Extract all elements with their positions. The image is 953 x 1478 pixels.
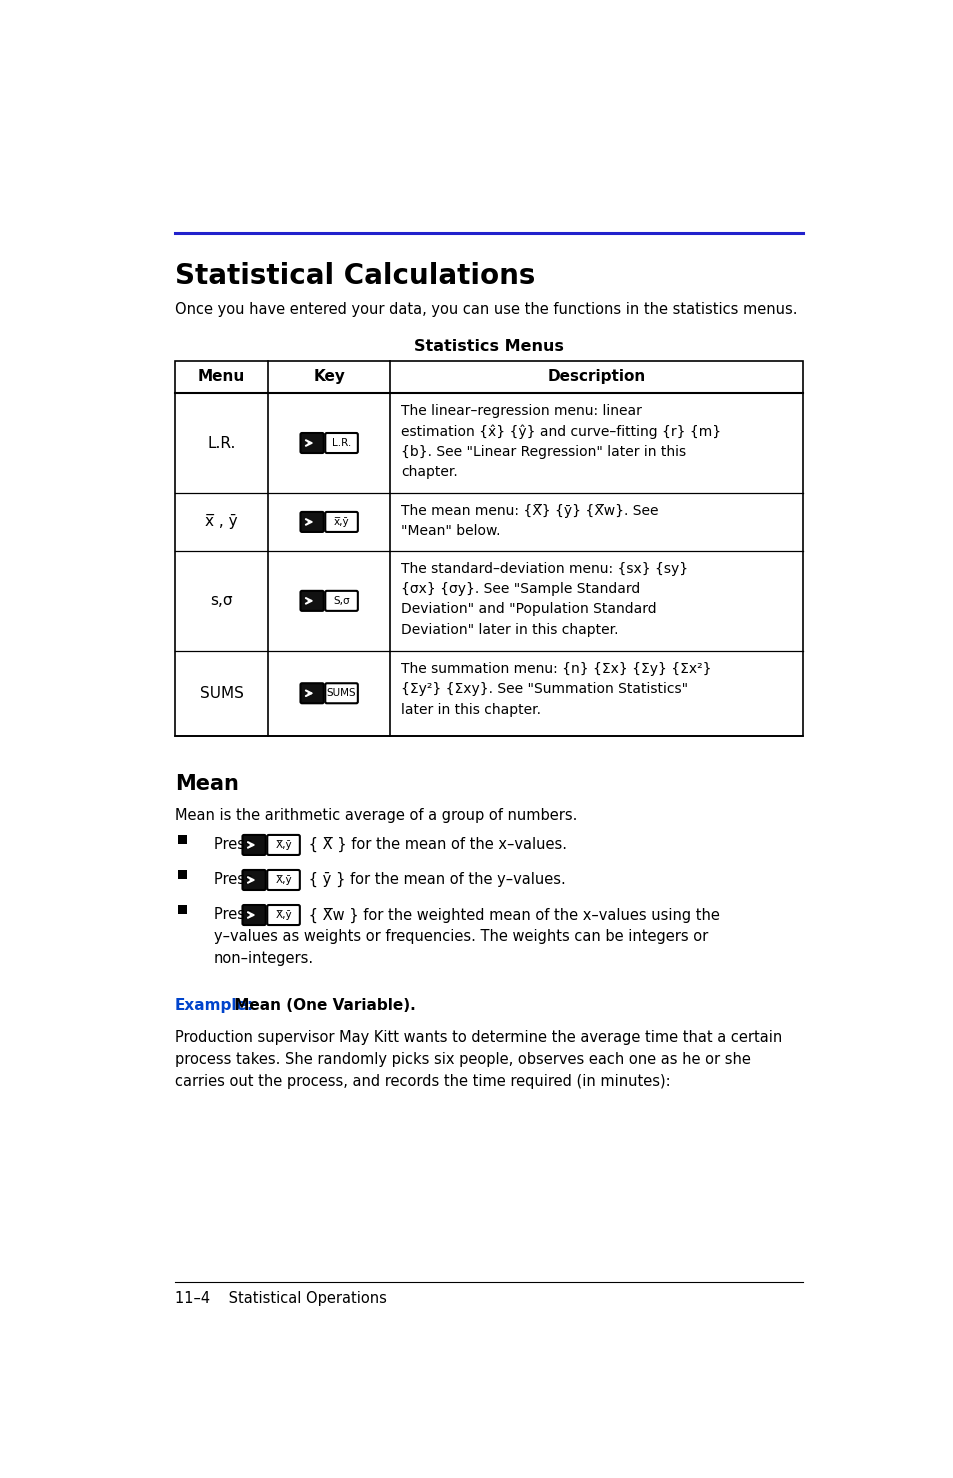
Text: The summation menu: {n} {Σx} {Σy} {Σx²}: The summation menu: {n} {Σx} {Σy} {Σx²} [401,662,711,675]
FancyBboxPatch shape [178,871,187,879]
Text: L.R.: L.R. [332,437,351,448]
Text: later in this chapter.: later in this chapter. [401,702,540,717]
FancyBboxPatch shape [242,905,266,925]
Text: carries out the process, and records the time required (in minutes):: carries out the process, and records the… [174,1075,670,1089]
FancyBboxPatch shape [300,511,323,532]
Text: "Mean" below.: "Mean" below. [401,525,500,538]
Text: Description: Description [547,370,645,384]
FancyBboxPatch shape [242,871,266,890]
Text: {σx} {σy}. See "Sample Standard: {σx} {σy}. See "Sample Standard [401,582,639,596]
Text: { X̅w } for the weighted mean of the x–values using the: { X̅w } for the weighted mean of the x–v… [303,907,719,922]
Text: SUMS: SUMS [327,689,356,698]
Text: process takes. She randomly picks six people, observes each one as he or she: process takes. She randomly picks six pe… [174,1052,750,1067]
Text: Once you have entered your data, you can use the functions in the statistics men: Once you have entered your data, you can… [174,302,797,318]
Text: The standard–deviation menu: {sx} {sy}: The standard–deviation menu: {sx} {sy} [401,562,688,575]
Text: s,σ: s,σ [210,593,233,609]
Text: estimation {x̂} {ŷ} and curve–fitting {r} {m}: estimation {x̂} {ŷ} and curve–fitting {r… [401,424,720,439]
FancyBboxPatch shape [300,433,323,454]
Text: Menu: Menu [197,370,245,384]
Text: { ȳ } for the mean of the y–values.: { ȳ } for the mean of the y–values. [303,872,565,887]
Text: y–values as weights or frequencies. The weights can be integers or: y–values as weights or frequencies. The … [213,930,707,944]
Text: SUMS: SUMS [199,686,243,701]
Text: Statistics Menus: Statistics Menus [414,338,563,355]
Text: X̅,ȳ: X̅,ȳ [275,840,292,850]
FancyBboxPatch shape [300,591,323,610]
FancyBboxPatch shape [178,835,187,844]
Text: Mean: Mean [174,774,238,794]
Text: Mean (One Variable).: Mean (One Variable). [229,998,416,1012]
FancyBboxPatch shape [242,835,266,854]
Text: The mean menu: {X̅} {ȳ} {X̅w}. See: The mean menu: {X̅} {ȳ} {X̅w}. See [401,504,658,517]
Text: Key: Key [313,370,345,384]
Text: Press: Press [213,837,257,853]
Text: {Σy²} {Σxy}. See "Summation Statistics": {Σy²} {Σxy}. See "Summation Statistics" [401,681,688,696]
FancyBboxPatch shape [267,835,299,854]
Text: Press: Press [213,907,257,922]
FancyBboxPatch shape [267,905,299,925]
Text: x̅,ȳ: x̅,ȳ [334,517,349,528]
Text: x̅ , ȳ: x̅ , ȳ [205,514,237,529]
FancyBboxPatch shape [325,433,357,454]
FancyBboxPatch shape [325,591,357,610]
FancyBboxPatch shape [267,871,299,890]
FancyBboxPatch shape [300,683,323,704]
Text: The linear–regression menu: linear: The linear–regression menu: linear [401,403,641,418]
FancyBboxPatch shape [325,511,357,532]
Text: S,σ: S,σ [333,596,350,606]
FancyBboxPatch shape [178,905,187,915]
Text: { X̅ } for the mean of the x–values.: { X̅ } for the mean of the x–values. [303,837,566,853]
Text: {b}. See "Linear Regression" later in this: {b}. See "Linear Regression" later in th… [401,445,685,458]
Text: non–integers.: non–integers. [213,952,314,967]
Text: Deviation" and "Population Standard: Deviation" and "Population Standard [401,603,657,616]
Text: Mean is the arithmetic average of a group of numbers.: Mean is the arithmetic average of a grou… [174,808,577,823]
Text: X̅,ȳ: X̅,ȳ [275,875,292,885]
Text: 11–4    Statistical Operations: 11–4 Statistical Operations [174,1290,387,1305]
FancyBboxPatch shape [325,683,357,704]
Text: Deviation" later in this chapter.: Deviation" later in this chapter. [401,622,618,637]
Text: chapter.: chapter. [401,466,457,479]
Bar [174,361,802,736]
Text: Press: Press [213,872,257,887]
Text: L.R.: L.R. [207,436,235,451]
Text: Example:: Example: [174,998,253,1012]
Text: X̅,ȳ: X̅,ȳ [275,910,292,919]
Text: Production supervisor May Kitt wants to determine the average time that a certai: Production supervisor May Kitt wants to … [174,1030,781,1045]
Text: Statistical Calculations: Statistical Calculations [174,262,535,290]
